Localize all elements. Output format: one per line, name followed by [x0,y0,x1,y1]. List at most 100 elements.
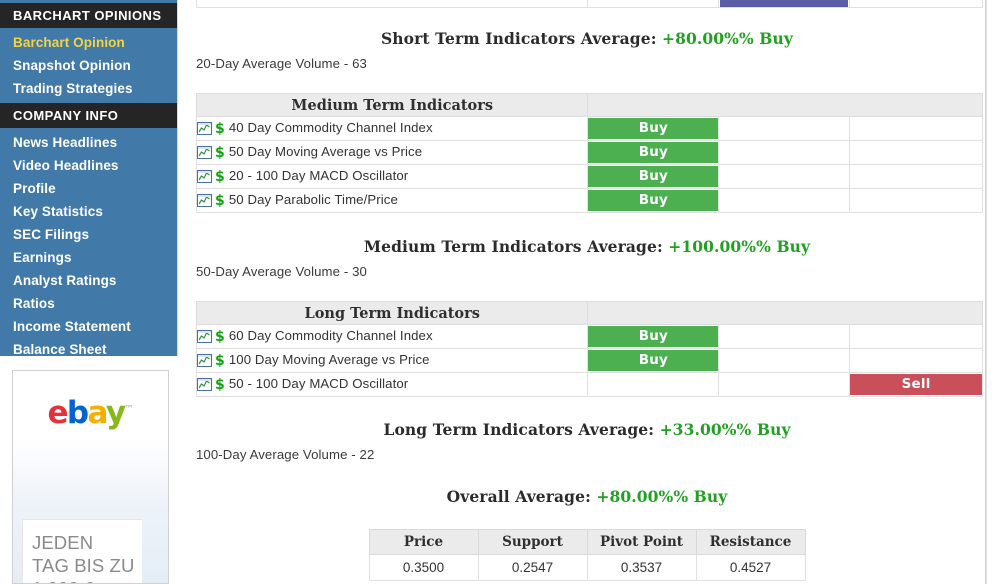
sidebar-item-barchart-opinion[interactable]: Barchart Opinion [13,35,125,50]
dollar-icon: $ [215,329,225,345]
overall-average-value: +80.00%% Buy [596,487,728,506]
chart-icon [197,122,212,135]
medium-term-average-label: Medium Term Indicators Average: [363,237,663,256]
ebay-logo-letter-b: b [66,395,89,431]
advertisement-headline-line-1: JEDEN [32,532,94,553]
dollar-icon: $ [215,121,225,137]
indicator-name-cell: $50 - 100 Day MACD Oscillator [195,372,589,397]
page-right-rail [986,0,997,584]
signal-cell-column-2: Buy [587,140,720,165]
medium-term-header-blank [587,93,983,117]
advertisement-headline-line-2: TAG BIS ZU [32,555,135,576]
table-row: $50 Day Moving Average vs Price Buy [195,140,983,165]
signal-cell-column-2 [587,372,720,397]
sidebar-section-barchart-opinions: BARCHART OPINIONS [0,3,177,28]
sidebar-item-ratios[interactable]: Ratios [13,296,55,311]
medium-term-average-heading: Medium Term Indicators Average: +100.00%… [189,237,985,256]
signal-cell-column-2: Buy [587,116,720,141]
long-term-average-heading: Long Term Indicators Average: +33.00%% B… [189,420,985,439]
sidebar-item-news-headlines[interactable]: News Headlines [13,135,118,150]
sidebar-item-trading-strategies[interactable]: Trading Strategies [13,81,133,96]
resistance-header: Resistance [695,529,806,555]
medium-term-average-value: +100.00%% Buy [668,237,811,256]
signal-cell-column-4 [849,140,983,165]
table-row: $40 Day Commodity Channel Index Buy [195,116,983,141]
short-term-average-value: +80.00%% Buy [662,29,793,48]
sidebar-item-balance-sheet[interactable]: Balance Sheet [13,342,107,356]
indicator-label: 40 Day Commodity Channel Index [228,120,433,135]
ebay-logo-letter-a: a [87,395,108,431]
signal-cell-column-3 [718,372,851,397]
signal-cell-column-2: Buy [587,324,720,349]
status-badge-buy: Buy [588,190,719,211]
indicator-name-cell: $20 - 100 Day MACD Oscillator [195,164,589,189]
dollar-icon: $ [215,169,225,185]
cut-row-hold-cell [718,0,851,8]
dollar-icon: $ [215,377,225,393]
short-term-table-cut-row [195,0,983,8]
long-term-indicators-table: Long Term Indicators $60 Day Commodity C… [195,301,983,397]
price-value: 0.3500 [368,554,479,581]
resistance-value: 0.4527 [695,554,806,581]
ebay-logo-letter-y: y [105,395,126,431]
price-header: Price [368,529,479,555]
indicator-label: 20 - 100 Day MACD Oscillator [228,168,409,183]
signal-cell-column-2: Buy [587,188,720,213]
table-header-row: Long Term Indicators [195,301,983,325]
sidebar-item-earnings[interactable]: Earnings [13,250,72,265]
table-row: $20 - 100 Day MACD Oscillator Buy [195,164,983,189]
signal-cell-column-4: Sell [849,372,983,397]
sidebar-item-analyst-ratings[interactable]: Analyst Ratings [13,273,117,288]
sidebar-navigation: Trader's Cheat Sheet BARCHART OPINIONS B… [0,0,178,356]
table-header-row: Price Support Pivot Point Resistance [368,529,806,555]
signal-cell-column-3 [718,140,851,165]
advertisement-headline: JEDEN TAG BIS ZU 1.000 € [32,531,142,583]
signal-cell-column-4 [849,164,983,189]
signal-cell-column-3 [718,116,851,141]
table-header-row: Medium Term Indicators [195,93,983,117]
indicator-label: 50 Day Parabolic Time/Price [228,192,398,207]
advertisement-headline-line-3: 1.000 € [32,577,142,583]
medium-term-indicators-table: Medium Term Indicators $40 Day Commodity… [195,93,983,213]
signal-cell-column-4 [849,188,983,213]
indicator-name-cell: $50 Day Parabolic Time/Price [195,188,589,213]
dollar-icon: $ [215,193,225,209]
signal-cell-column-4 [849,116,983,141]
sidebar-section-company-info: COMPANY INFO [0,103,177,128]
advertisement-panel[interactable]: ebay™ JEDEN TAG BIS ZU 1.000 € [12,370,169,584]
signal-cell-column-3 [718,164,851,189]
status-badge-buy: Buy [588,142,719,163]
price-levels-table: Price Support Pivot Point Resistance 0.3… [368,529,806,581]
trademark-symbol: ™ [124,404,134,415]
sidebar-item-income-statement[interactable]: Income Statement [13,319,131,334]
table-row: $100 Day Moving Average vs Price Buy [195,348,983,373]
table-row: $60 Day Commodity Channel Index Buy [195,324,983,349]
indicator-name-cell: $100 Day Moving Average vs Price [195,348,589,373]
signal-cell-column-3 [718,324,851,349]
table-row: $50 - 100 Day MACD Oscillator Sell [195,372,983,397]
long-term-average-value: +33.00%% Buy [659,420,791,439]
signal-cell-column-3 [718,348,851,373]
overall-average-heading: Overall Average: +80.00%% Buy [189,487,985,506]
advertisement-card: JEDEN TAG BIS ZU 1.000 € [22,519,142,583]
medium-term-table-title: Medium Term Indicators [195,93,589,117]
sidebar-item-key-statistics[interactable]: Key Statistics [13,204,103,219]
table-row: 0.3500 0.2547 0.3537 0.4527 [368,554,806,581]
long-term-volume-line: 100-Day Average Volume - 22 [196,447,375,462]
support-value: 0.2547 [477,554,588,581]
indicator-name-cell: $40 Day Commodity Channel Index [195,116,589,141]
sidebar-item-sec-filings[interactable]: SEC Filings [13,227,90,242]
sidebar-item-snapshot-opinion[interactable]: Snapshot Opinion [13,58,131,73]
sidebar-item-profile[interactable]: Profile [13,181,56,196]
sidebar-item-video-headlines[interactable]: Video Headlines [13,158,119,173]
chart-icon [197,146,212,159]
short-term-average-label: Short Term Indicators Average: [381,29,657,48]
status-badge-buy: Buy [588,350,719,371]
short-term-volume-line: 20-Day Average Volume - 63 [196,56,367,71]
status-badge-buy: Buy [588,118,719,139]
support-header: Support [477,529,588,555]
dollar-icon: $ [215,145,225,161]
indicator-label: 50 Day Moving Average vs Price [228,144,423,159]
chart-icon [197,330,212,343]
